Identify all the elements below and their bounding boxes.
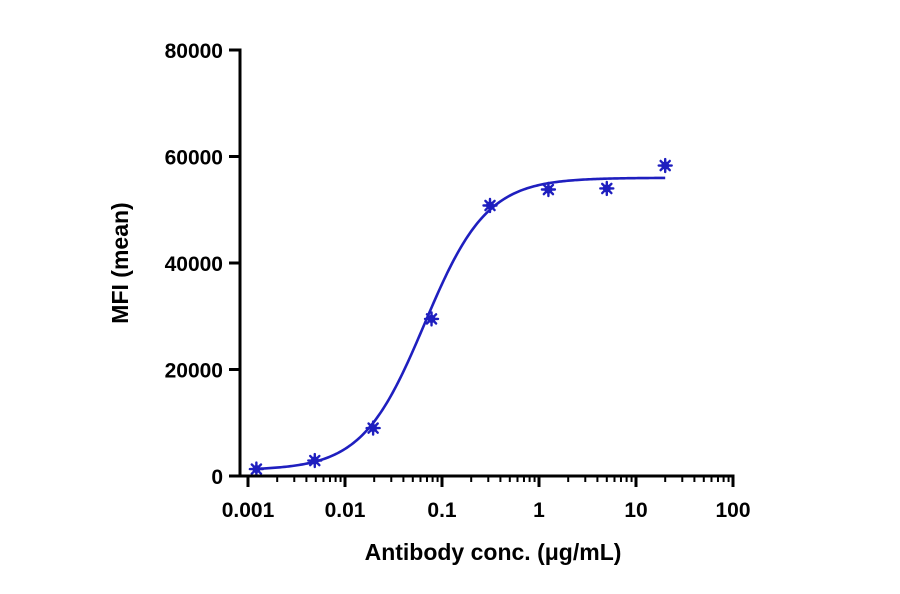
y-tick-label: 80000 <box>165 40 223 63</box>
x-tick-label: 0.001 <box>222 499 275 522</box>
fit-curve <box>256 176 666 471</box>
y-tick-label: 40000 <box>165 253 223 276</box>
y-axis-title: MFI (mean) <box>107 202 133 323</box>
x-tick-label: 1 <box>533 499 545 522</box>
data-point <box>657 157 673 174</box>
x-tick-label: 10 <box>624 499 647 522</box>
y-ticks-group: 0 20000 40000 60000 80000 <box>165 40 240 489</box>
x-tick-label: 0.1 <box>427 499 457 522</box>
fit-curve-group <box>256 176 666 471</box>
x-axis-title: Antibody conc. (μg/mL) <box>365 539 622 565</box>
y-tick-label: 20000 <box>165 360 223 383</box>
x-tick-label: 0.01 <box>325 499 366 522</box>
data-point <box>307 452 323 469</box>
data-points-group <box>248 157 673 477</box>
data-point <box>248 461 265 477</box>
y-tick-label: 60000 <box>165 147 223 170</box>
axes-group <box>238 48 735 478</box>
data-point <box>482 197 498 214</box>
data-point <box>423 311 440 327</box>
x-ticks-group: 0.001 0.01 0.1 1 10 100 <box>222 476 751 522</box>
x-tick-label: 100 <box>715 499 750 522</box>
data-point <box>365 420 381 436</box>
data-point <box>599 180 615 197</box>
data-point <box>540 181 557 198</box>
y-tick-label: 0 <box>211 466 223 489</box>
